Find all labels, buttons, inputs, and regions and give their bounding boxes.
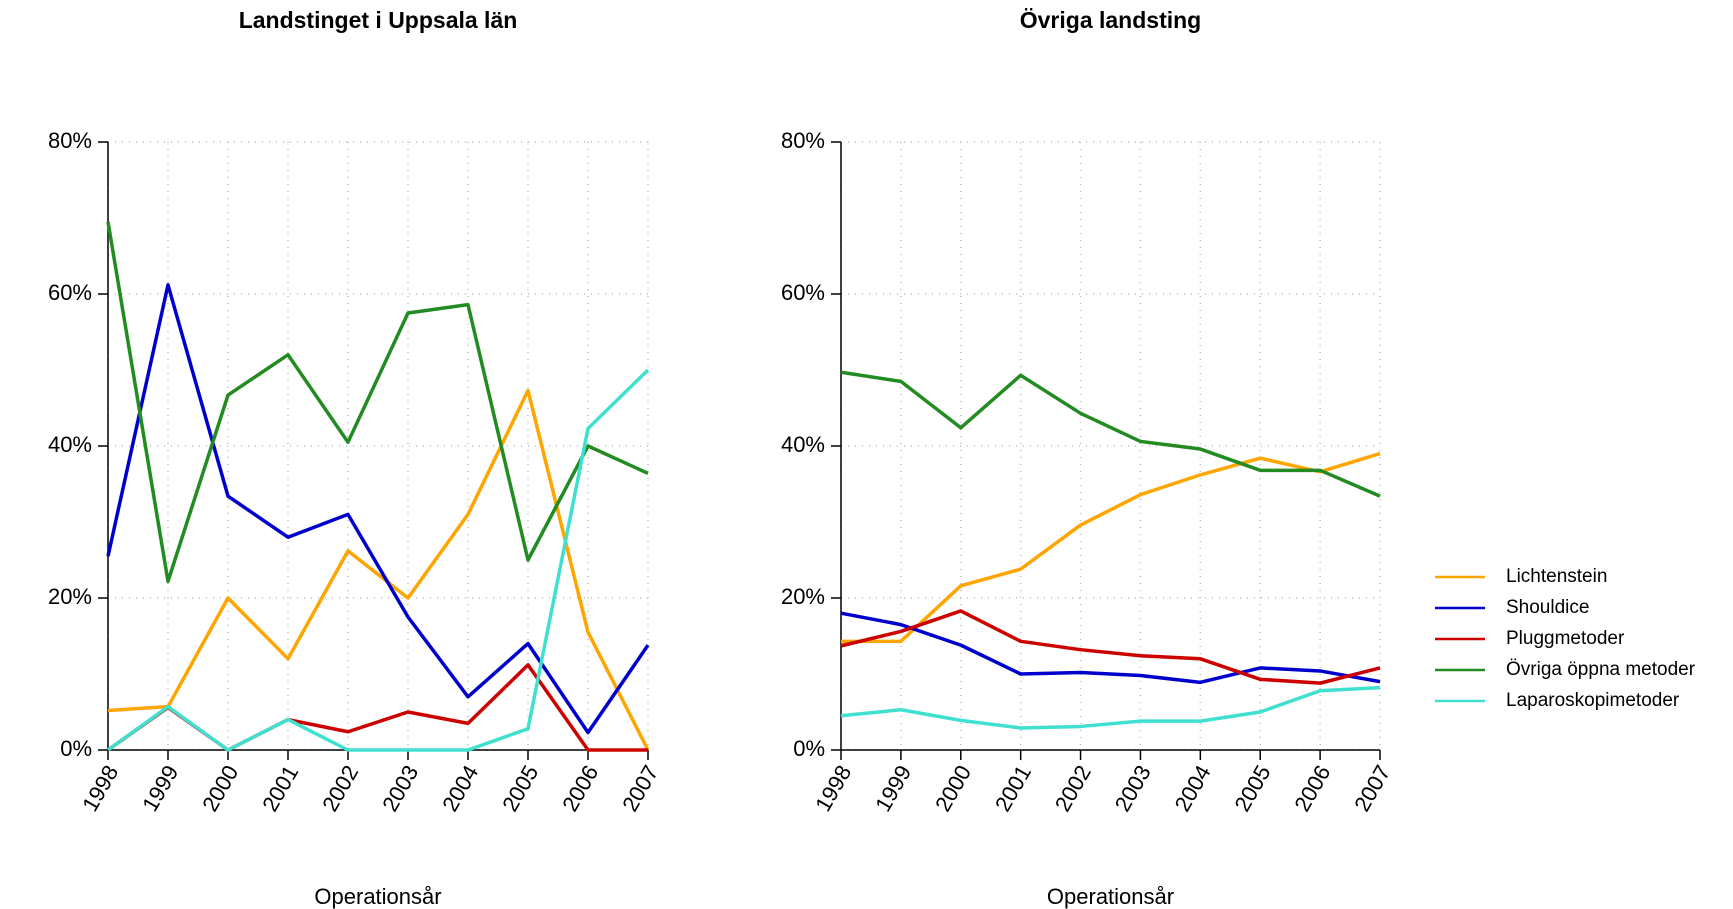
x-tick-label: 2007 [1349, 761, 1395, 816]
y-tick-label: 80% [781, 128, 825, 153]
series-line [106, 283, 650, 735]
series-line [840, 370, 1381, 498]
x-tick-label: 1999 [137, 761, 183, 816]
series-line [840, 609, 1381, 685]
y-tick-label: 0% [60, 736, 92, 761]
x-tick-label: 2002 [1050, 761, 1096, 816]
series-line [106, 368, 650, 752]
y-tick-label: 20% [48, 584, 92, 609]
chart-title: Landstinget i Uppsala län [239, 7, 518, 33]
x-tick-label: 2000 [930, 761, 976, 816]
x-tick-label: 2006 [1289, 761, 1335, 816]
legend-label: Lichtenstein [1506, 566, 1607, 587]
x-tick-label: 2005 [1229, 761, 1275, 816]
legend-label: Laparoskopimetoder [1506, 690, 1680, 711]
y-tick-label: 60% [781, 280, 825, 305]
x-axis-label: Operationsår [1047, 884, 1174, 909]
series-line [840, 611, 1381, 685]
x-tick-label: 2002 [317, 761, 363, 816]
y-tick-label: 40% [48, 432, 92, 457]
x-tick-label: 2004 [1170, 761, 1216, 816]
y-tick-label: 80% [48, 128, 92, 153]
x-tick-label: 2003 [1110, 761, 1156, 816]
x-tick-label: 2007 [617, 761, 663, 816]
x-tick-label: 2005 [497, 761, 543, 816]
x-tick-label: 2004 [437, 761, 483, 816]
x-tick-label: 2000 [197, 761, 243, 816]
x-tick-label: 2006 [557, 761, 603, 816]
x-tick-label: 2001 [257, 761, 303, 816]
x-tick-label: 2003 [377, 761, 423, 816]
x-tick-label: 2001 [990, 761, 1036, 816]
y-tick-label: 20% [781, 584, 825, 609]
x-tick-label: 1998 [810, 761, 856, 816]
legend-label: Shouldice [1506, 597, 1589, 618]
series-line [840, 685, 1381, 730]
legend-label: Övriga öppna metoder [1506, 659, 1696, 680]
y-tick-label: 0% [793, 736, 825, 761]
x-axis-label: Operationsår [314, 884, 441, 909]
y-tick-label: 40% [781, 432, 825, 457]
series-line [841, 451, 1381, 644]
chart-title: Övriga landsting [1020, 7, 1201, 33]
x-tick-label: 1999 [870, 761, 916, 816]
x-tick-label: 1998 [77, 761, 123, 816]
legend-label: Pluggmetoder [1506, 628, 1625, 649]
series-line [106, 221, 649, 584]
series-line [107, 388, 650, 751]
series-line [106, 663, 648, 752]
y-tick-label: 60% [48, 280, 92, 305]
